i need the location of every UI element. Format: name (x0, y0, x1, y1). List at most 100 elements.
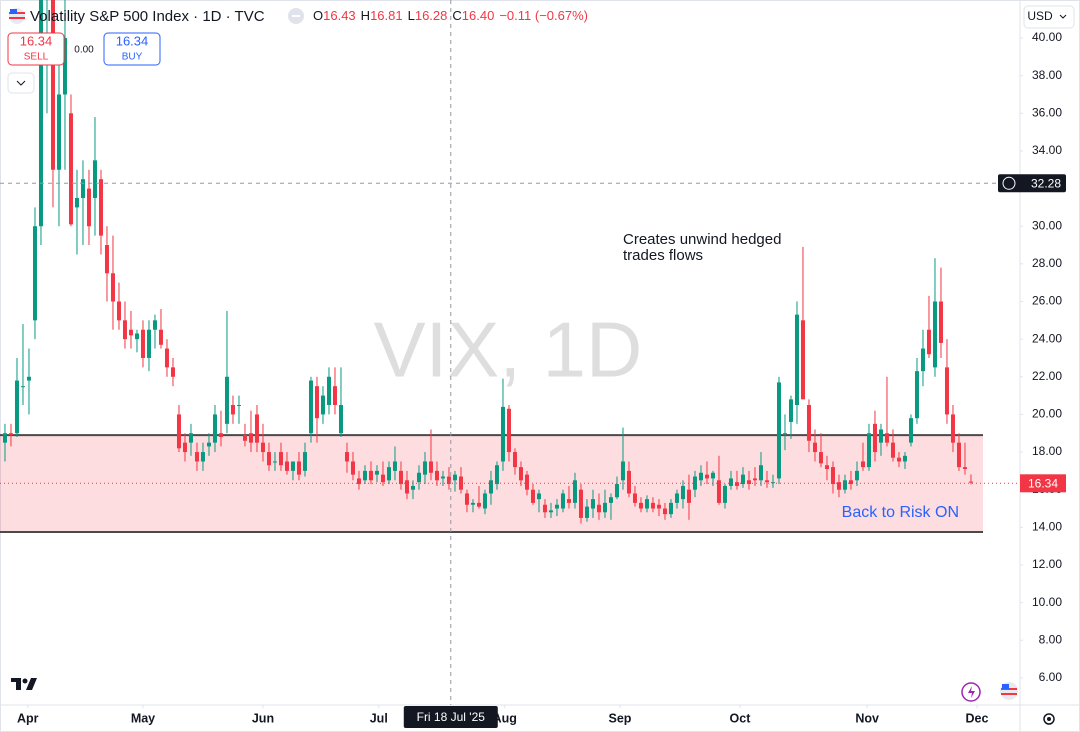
candle-body (32, 226, 37, 321)
candle-body (944, 367, 949, 415)
settings-button[interactable] (1043, 713, 1055, 725)
candle-body (332, 386, 337, 406)
candle-body (740, 474, 745, 485)
candle-body (728, 478, 733, 486)
currency-button[interactable]: USD (1023, 5, 1075, 29)
candle-body (200, 452, 205, 462)
candle-body (914, 371, 919, 419)
x-tick-label: Aug (493, 711, 517, 725)
eye-button[interactable] (288, 8, 304, 24)
crosshair-date-tag (403, 706, 498, 728)
candle-body (656, 504, 661, 509)
candle-body (668, 502, 673, 515)
candle-body (116, 301, 121, 321)
candle-body (356, 478, 361, 485)
candle-body (104, 245, 109, 274)
ohlc-key: H (361, 8, 370, 23)
candle-body (800, 320, 805, 400)
candle-body (20, 386, 25, 388)
candle-body (848, 480, 853, 485)
candle-body (776, 382, 781, 479)
candle-body (80, 179, 85, 198)
candle-body (224, 376, 229, 424)
candle-body (194, 452, 199, 462)
candle-body (416, 472, 421, 483)
candle-body (314, 386, 319, 419)
candle-body (386, 467, 391, 481)
y-tick-label: 28.00 (1032, 256, 1062, 270)
y-tick-label: 38.00 (1032, 68, 1062, 82)
sell-button[interactable]: 16.34 SELL (7, 32, 65, 66)
candle-body (158, 329, 163, 345)
collapse-button[interactable] (7, 72, 35, 94)
ohlc-key: L (408, 8, 415, 23)
candle-body (590, 499, 595, 509)
candle-body (692, 476, 697, 490)
candle-body (146, 329, 151, 358)
candle-body (866, 433, 871, 468)
candle-body (920, 348, 925, 372)
candle-body (308, 380, 313, 434)
symbol-title: Volatility S&P 500 Index · 1D · TVC (30, 8, 265, 25)
candle-body (698, 472, 703, 481)
candle-body (284, 461, 289, 471)
candle-body (890, 442, 895, 458)
candle-body (470, 502, 475, 505)
y-tick-label: 14.00 (1032, 520, 1062, 534)
candle-body (230, 405, 235, 415)
x-tick-label: Jul (370, 711, 388, 725)
y-tick-label: 24.00 (1032, 331, 1062, 345)
candle-body (542, 504, 547, 513)
candle-body (86, 188, 91, 227)
candle-body (398, 470, 403, 485)
candle-body (242, 435, 247, 441)
candle-body (752, 478, 757, 481)
candle-body (164, 348, 169, 368)
candle-body (518, 467, 523, 481)
flag-icon (9, 8, 25, 24)
annotation: Back to Risk ON (842, 504, 959, 521)
candle-body (902, 455, 907, 462)
candle-body (782, 433, 787, 435)
candle-body (734, 482, 739, 486)
buy-button[interactable]: 16.34 BUY (103, 32, 161, 66)
y-tick-label: 22.00 (1032, 369, 1062, 383)
candle-body (614, 484, 619, 498)
candle-body (512, 452, 517, 468)
candle-body (476, 502, 481, 507)
x-tick-label: Nov (855, 711, 879, 725)
candle-body (68, 113, 73, 225)
candle-body (62, 38, 67, 95)
candle-body (836, 482, 841, 490)
candle-body (50, 0, 55, 170)
candle-body (152, 320, 157, 330)
candle-body (290, 461, 295, 471)
candle-body (806, 405, 811, 441)
x-tick-label: May (131, 711, 155, 725)
candle-body (566, 499, 571, 503)
alert-icon[interactable] (961, 682, 981, 702)
candle-body (452, 474, 457, 481)
candle-body (128, 329, 133, 336)
candle-body (788, 399, 793, 422)
last-price-label: 16.34 (1028, 476, 1058, 490)
sell-label: SELL (24, 52, 49, 63)
candle-body (392, 461, 397, 471)
crosshair-price-tag (998, 174, 1066, 193)
candle-body (644, 499, 649, 509)
candle-body (962, 467, 967, 469)
candle-body (122, 320, 127, 340)
candle-body (218, 433, 223, 438)
candle-body (722, 485, 727, 503)
candle-body (584, 506, 589, 518)
y-tick-label: 18.00 (1032, 444, 1062, 458)
y-tick-label: 6.00 (1039, 670, 1063, 684)
candle-body (272, 461, 277, 463)
candle-body (842, 480, 847, 490)
candle-body (716, 480, 721, 503)
candle-body (884, 433, 889, 443)
x-tick-label: Jun (252, 711, 274, 725)
candle-body (182, 442, 187, 453)
candle-body (896, 457, 901, 462)
